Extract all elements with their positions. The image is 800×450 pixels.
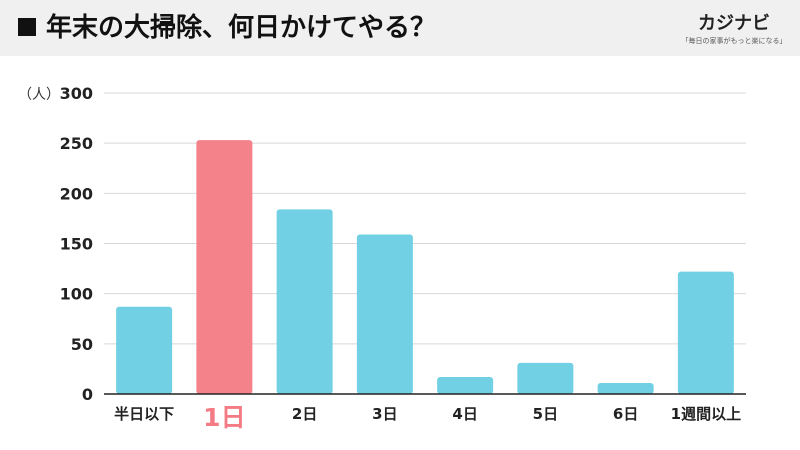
bar [116, 306, 173, 394]
bar [677, 271, 734, 394]
x-tick-label: 3日 [372, 405, 397, 423]
brand-logo: カジナビ 「毎日の家事がもっと楽になる」 [680, 14, 788, 46]
x-tick-label: 1週間以上 [671, 405, 741, 423]
x-tick-label: 2日 [292, 405, 317, 423]
y-tick-label: 300 [60, 84, 93, 103]
chart-title: 年末の大掃除、何日かけてやる？ [46, 13, 437, 43]
bar [196, 140, 253, 394]
x-tick-label: 4日 [452, 405, 477, 423]
bar [517, 362, 574, 394]
x-tick-label: 5日 [533, 405, 558, 423]
brand-tagline: 「毎日の家事がもっと楽になる」 [681, 37, 787, 45]
y-tick-label: 50 [71, 335, 93, 354]
y-tick-label: 250 [60, 134, 93, 153]
bar [356, 234, 413, 394]
x-tick-label: 半日以下 [114, 405, 174, 423]
x-tick-label: 6日 [613, 405, 638, 423]
x-tick-label: 1日 [203, 403, 245, 432]
y-tick-label: 200 [60, 184, 93, 203]
bar [276, 209, 333, 394]
y-tick-label: 150 [60, 235, 93, 254]
bar [597, 382, 654, 394]
brand-name: カジナビ [698, 13, 770, 34]
y-axis-unit-label: （人） [18, 87, 60, 103]
y-tick-label: 100 [60, 285, 93, 304]
title-square-icon [18, 18, 36, 36]
title-bar: 年末の大掃除、何日かけてやる？ カジナビ 「毎日の家事がもっと楽になる」 [0, 0, 800, 56]
bar [437, 376, 494, 394]
y-tick-label: 0 [82, 385, 93, 404]
